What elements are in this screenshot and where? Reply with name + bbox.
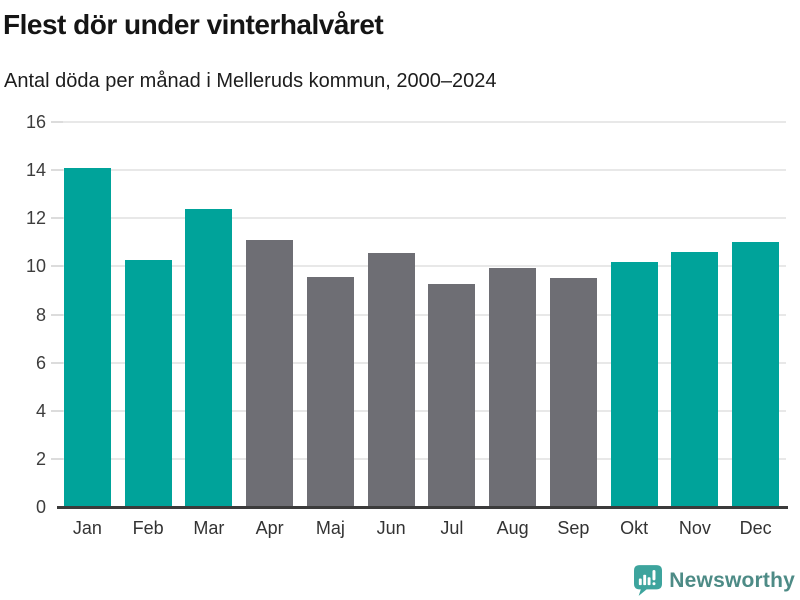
gridline-8	[57, 313, 786, 316]
bar-jul	[428, 284, 476, 507]
x-axis: Jan Feb Mar Apr Maj Jun Jul Aug Sep Okt Nov Dec	[57, 515, 786, 541]
logo-exclamation-stem	[652, 570, 656, 581]
bar-jun	[367, 253, 415, 507]
y-tick-label-2: 2	[35, 448, 46, 469]
bar-slot-dec	[725, 122, 786, 507]
bar-maj	[306, 277, 354, 507]
plot-area	[51, 121, 788, 509]
bar-okt	[610, 261, 658, 507]
gridline-6	[57, 361, 786, 364]
gridline-12	[57, 217, 786, 220]
gridline-2	[57, 457, 786, 460]
y-tick-label-16: 16	[25, 112, 46, 132]
bar-slot-mar	[179, 122, 240, 507]
y-tick-12	[51, 217, 63, 220]
x-tick-label-jun: Jun	[376, 518, 406, 538]
bar-slot-jun	[361, 122, 422, 507]
y-tick-label-10: 10	[25, 256, 46, 277]
x-axis-line	[57, 506, 788, 509]
bar-series	[57, 122, 786, 507]
newsworthy-icon	[634, 565, 663, 596]
bar-slot-apr	[239, 122, 300, 507]
y-tick-label-14: 14	[25, 160, 46, 181]
bar-sep	[549, 278, 597, 507]
bar-slot-maj	[300, 122, 361, 507]
gridline-10	[57, 265, 786, 268]
logo-bar-2	[643, 574, 647, 586]
bar-slot-aug	[482, 122, 543, 507]
x-tick-label-mar: Mar	[193, 518, 225, 538]
y-tick-6	[51, 361, 63, 364]
x-tick-label-dec: Dec	[739, 518, 772, 538]
bar-slot-jan	[57, 122, 118, 507]
x-tick-label-apr: Apr	[255, 518, 284, 538]
bar-slot-nov	[665, 122, 726, 507]
x-tick-label-aug: Aug	[496, 518, 529, 538]
logo-exclamation-dot	[652, 582, 656, 586]
newsworthy-wordmark: Newsworthy	[669, 568, 795, 592]
y-tick-label-6: 6	[35, 352, 46, 373]
logo-bar-1	[639, 578, 643, 586]
x-tick-label-jan: Jan	[72, 518, 102, 538]
chart-subtitle: Antal döda per månad i Melleruds kommun,…	[4, 70, 497, 92]
x-tick-label-nov: Nov	[678, 518, 711, 538]
bar-slot-sep	[543, 122, 604, 507]
bar-dec	[732, 242, 780, 507]
bar-jan	[63, 167, 111, 507]
y-tick-14	[51, 169, 63, 172]
y-tick-16	[51, 121, 63, 123]
gridline-4	[57, 409, 786, 412]
x-tick-label-feb: Feb	[132, 518, 164, 538]
x-tick-label-jul: Jul	[440, 518, 464, 538]
x-tick-label-okt: Okt	[620, 518, 649, 538]
bar-aug	[489, 267, 537, 507]
bar-slot-jul	[422, 122, 483, 507]
y-tick-8	[51, 313, 63, 316]
newsworthy-logo: Newsworthy	[634, 565, 795, 596]
bar-slot-feb	[118, 122, 179, 507]
bar-nov	[671, 251, 719, 507]
y-tick-2	[51, 457, 63, 460]
y-axis: 0 2 4 6 8 10 12 14 16	[0, 112, 46, 517]
x-tick-label-maj: Maj	[315, 518, 345, 538]
chart-title: Flest dör under vinterhalvåret	[3, 9, 384, 40]
x-tick-label-sep: Sep	[557, 518, 590, 538]
gridline-16	[57, 121, 786, 123]
gridline-14	[57, 169, 786, 172]
y-tick-label-8: 8	[35, 304, 46, 325]
bar-slot-okt	[604, 122, 665, 507]
y-tick-label-12: 12	[25, 208, 46, 229]
y-tick-10	[51, 265, 63, 268]
y-tick-label-0: 0	[35, 497, 46, 517]
y-tick-4	[51, 409, 63, 412]
bar-apr	[246, 239, 294, 507]
y-tick-label-4: 4	[35, 400, 46, 421]
logo-bar-3	[647, 577, 651, 586]
bar-mar	[185, 208, 233, 507]
bar-feb	[124, 260, 172, 507]
